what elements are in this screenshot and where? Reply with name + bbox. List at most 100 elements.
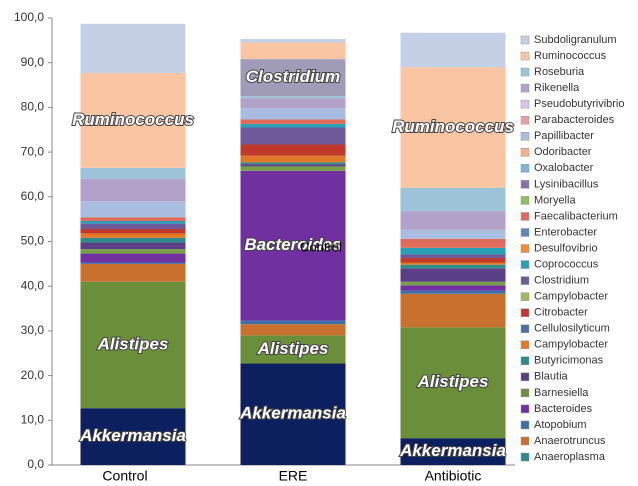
- y-tick-label: 90,0: [21, 55, 45, 69]
- bar-segment: [400, 264, 506, 269]
- bar-segment: [240, 363, 346, 465]
- legend-label: Atopobium: [534, 419, 587, 431]
- y-tick-label: 80,0: [21, 100, 45, 114]
- y-tick-label: 70,0: [21, 144, 45, 158]
- legend-label: Odoribacter: [534, 146, 592, 158]
- legend-swatch: [520, 228, 530, 237]
- legend-swatch: [520, 388, 530, 398]
- bar-segment: [80, 237, 186, 243]
- legend-swatch: [520, 67, 530, 77]
- bar-segment: [400, 438, 506, 465]
- bar-segment: [240, 324, 346, 336]
- bar-segment: [400, 254, 506, 259]
- bar-segment: [80, 262, 186, 264]
- segment-label: Alistipes: [97, 334, 169, 353]
- bar-segment: [400, 238, 506, 248]
- bar-segment: [80, 281, 186, 409]
- legend-label: Desulfovibrio: [534, 242, 598, 254]
- y-tick-label: 50,0: [21, 234, 45, 248]
- legend-label: Butyricimonas: [534, 355, 604, 367]
- legend-label: Papillibacter: [534, 130, 594, 142]
- legend-swatch: [520, 260, 530, 269]
- bar-segment: [80, 72, 186, 168]
- legend-swatch: [520, 51, 530, 61]
- legend-label: Anaerotruncus: [534, 435, 606, 447]
- legend-swatch: [520, 212, 530, 221]
- legend-label: Lysinibacillus: [534, 178, 599, 190]
- y-tick-label: 100,0: [14, 10, 44, 24]
- legend-swatch: [520, 35, 530, 45]
- annotation: Control: [300, 239, 342, 254]
- bar-segment: [240, 108, 346, 120]
- bar-segment: [240, 42, 346, 60]
- legend-label: Ruminococcus: [534, 50, 607, 62]
- segment-label: Bacteroides: [244, 235, 341, 254]
- bar-segment: [80, 178, 186, 202]
- legend-swatch: [520, 196, 530, 205]
- bar-segment: [400, 290, 506, 294]
- bar-segment: [400, 187, 506, 212]
- legend-label: Citrobacter: [534, 307, 588, 319]
- bar-segment: [80, 249, 186, 254]
- legend-swatch: [520, 356, 530, 366]
- legend-swatch: [520, 372, 530, 382]
- legend-swatch: [520, 99, 530, 109]
- bar-segment: [240, 155, 346, 163]
- bar-segment: [400, 285, 506, 291]
- y-tick-label: 30,0: [21, 323, 45, 337]
- bar-segment: [80, 242, 186, 250]
- bar-segment: [400, 32, 506, 68]
- legend-label: Campylobacter: [534, 291, 608, 303]
- segment-label: Akkermansia: [79, 426, 186, 445]
- bar-segment: [240, 119, 346, 124]
- bar-segment: [400, 229, 506, 239]
- legend-label: Pseudobutyrivibrio: [534, 98, 625, 110]
- bar-segment: [80, 263, 186, 282]
- bar-segment: [80, 223, 186, 229]
- legend-label: Cellulosilyticum: [534, 323, 610, 335]
- bar-segment: [80, 220, 186, 224]
- bar-segment: [400, 211, 506, 230]
- legend-label: Bacteroides: [534, 403, 593, 415]
- legend-label: Campylobacter: [534, 339, 608, 351]
- bar-segment: [400, 258, 506, 263]
- legend-swatch: [520, 404, 530, 414]
- legend-swatch: [520, 324, 530, 333]
- y-tick-label: 20,0: [21, 368, 45, 382]
- legend-swatch: [520, 164, 530, 173]
- bar-segment: [240, 123, 346, 128]
- bar-segment: [240, 335, 346, 364]
- bar-segment: [240, 127, 346, 145]
- bar-segment: [400, 293, 506, 328]
- bar-segment: [400, 327, 506, 439]
- legend-label: Faecalibacterium: [534, 210, 618, 222]
- legend-label: Moryella: [534, 194, 576, 206]
- bar-segment: [400, 281, 506, 286]
- x-tick-label: Control: [102, 468, 147, 484]
- bar-segment: [80, 228, 186, 234]
- bar-segment: [80, 217, 186, 221]
- bar-segment: [240, 320, 346, 325]
- segment-label: Alistipes: [257, 339, 329, 358]
- legend-swatch: [520, 452, 530, 462]
- legend-swatch: [520, 180, 530, 189]
- bar-segment: [400, 262, 506, 265]
- bar-segment: [240, 59, 346, 97]
- legend-label: Enterobacter: [534, 226, 597, 238]
- bar-segment: [80, 201, 186, 218]
- bar-segment: [80, 23, 186, 73]
- legend-swatch: [520, 115, 530, 125]
- bar-segment: [240, 144, 346, 156]
- legend-label: Clostridium: [534, 275, 589, 287]
- segment-label: Ruminococcus: [392, 117, 514, 136]
- bar-segment: [240, 170, 346, 321]
- bar-segment: [240, 166, 346, 171]
- segment-label: Alistipes: [417, 372, 489, 391]
- legend-label: Barnesiella: [534, 387, 589, 399]
- legend-swatch: [520, 340, 530, 350]
- legend-swatch: [520, 131, 530, 141]
- legend-label: Roseburia: [534, 66, 585, 78]
- legend-swatch: [520, 244, 530, 253]
- legend-swatch: [520, 292, 530, 301]
